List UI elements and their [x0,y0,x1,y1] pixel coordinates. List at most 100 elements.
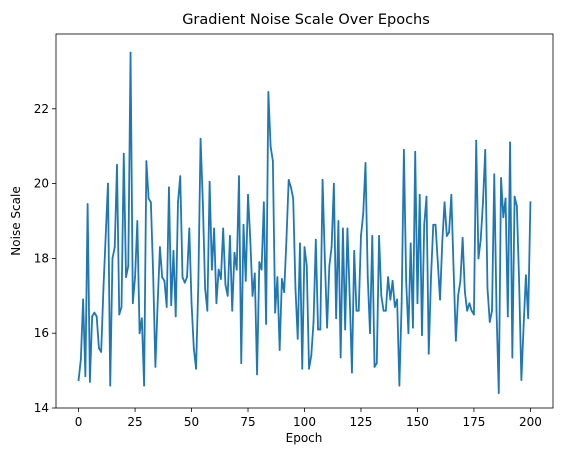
data-point [439,298,441,301]
data-point [380,294,383,297]
data-point [337,220,340,222]
data-point [375,362,378,365]
data-point [459,279,462,282]
data-point [265,322,267,325]
data-point [172,250,175,252]
data-point [470,309,473,312]
data-point [308,367,310,370]
data-point [425,195,428,198]
data-point [328,264,331,267]
data-point [179,175,182,178]
data-point [290,186,292,189]
data-point [183,281,186,284]
data-point [262,201,265,204]
data-point [441,240,444,243]
x-tick-label: 150 [406,415,429,429]
data-point [274,311,277,314]
x-tick-label: 75 [240,415,255,429]
data-point [95,315,98,318]
data-point [461,236,464,239]
data-point [229,235,231,237]
data-point [120,306,123,308]
data-point [400,302,403,305]
data-point [118,313,121,316]
data-point [138,332,141,335]
data-point [522,324,525,327]
data-point [140,317,143,320]
data-point [529,201,532,204]
data-point [373,365,376,368]
data-point [242,223,245,226]
data-point [79,358,82,361]
data-point [398,384,401,387]
data-point [466,309,469,312]
data-point [360,235,362,237]
data-point [520,379,523,381]
data-point [244,279,247,282]
data-point [364,162,367,164]
data-point [430,276,432,278]
data-point [346,227,349,230]
data-point [88,380,91,383]
data-point [226,294,229,297]
data-point [357,309,360,312]
data-point [443,201,446,204]
data-point [396,298,399,301]
data-point [484,149,487,151]
data-point [482,201,484,204]
data-point [251,294,254,297]
data-point [509,141,511,144]
y-axis-title: Noise Scale [9,186,23,255]
data-point [276,276,279,278]
data-point [321,178,324,181]
data-point [423,223,426,226]
data-point [366,276,369,278]
x-tick-label: 100 [293,415,316,429]
data-point [448,231,450,234]
data-point [391,279,394,282]
data-point [355,309,358,312]
data-point [136,220,139,222]
data-point [131,302,134,305]
data-point [296,337,299,340]
data-point [317,328,319,331]
x-axis-title: Epoch [286,431,323,445]
y-tick-label: 16 [34,326,49,340]
data-point [475,139,478,142]
data-point [231,309,234,312]
data-point [127,264,130,267]
data-point [93,311,96,314]
data-point [524,274,527,277]
data-point [342,227,344,230]
data-point [332,182,335,185]
data-point [477,257,480,260]
data-point [192,347,195,350]
x-tick-label: 25 [127,415,142,429]
data-point [457,294,460,297]
data-point [215,302,218,305]
data-point [326,326,328,329]
data-point [204,287,207,290]
data-point [407,332,410,335]
data-point [362,212,365,215]
data-point [186,276,188,278]
data-point [294,287,297,290]
data-point [217,268,220,271]
data-point [511,356,514,359]
data-point [100,351,103,353]
data-point [91,315,94,318]
data-point [113,246,116,249]
data-point [224,283,227,286]
data-point [434,223,437,226]
data-point [240,362,243,365]
data-point [452,268,455,271]
data-point [206,309,209,312]
x-tick-label: 200 [519,415,542,429]
data-point [292,197,295,200]
data-point [220,278,222,280]
data-point [222,227,225,230]
chart-title: Gradient Noise Scale Over Epochs [182,12,430,28]
data-point [177,201,179,204]
data-point [436,261,439,264]
